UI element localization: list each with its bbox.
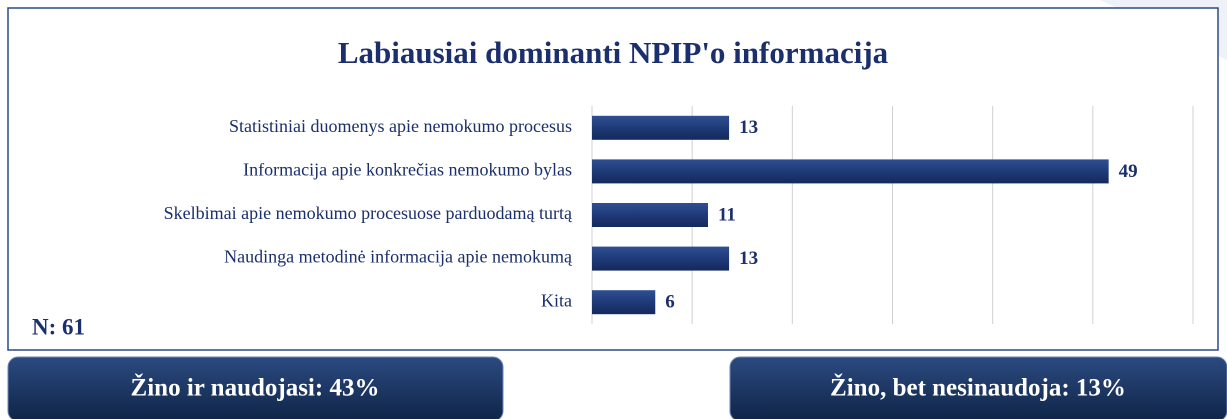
value-label: 49 [1119,161,1138,182]
value-label: 6 [665,292,675,313]
value-label: 13 [739,117,758,138]
category-label: Skelbimai apie nemokumo procesuose pardu… [164,203,573,223]
box: Žino ir naudojasi: 43% [7,356,504,419]
box-label: Žino ir naudojasi: 43% [131,374,380,402]
value-label: 11 [718,204,736,225]
box-bg [7,356,504,419]
box-label: Žino, bet nesinaudoja: 13% [830,374,1126,402]
bar [592,290,656,315]
category-label: Kita [541,290,572,310]
sample-size: N: 61 [32,314,85,339]
category-label: Naudinga metodinė informacija apie nemok… [224,247,573,267]
box: Žino, bet nesinaudoja: 13% [729,356,1227,419]
value-label: 13 [739,248,758,269]
bar [592,159,1109,184]
bar [592,203,708,227]
category-label: Informacija apie konkrečias nemokumo byl… [243,160,572,180]
bar [592,246,730,271]
category-label: Statistiniai duomenys apie nemokumo proc… [229,116,572,136]
bar [592,115,730,140]
chart-title: Labiausiai dominanti NPIP'o informacija [338,35,889,70]
box-bg [729,356,1227,419]
